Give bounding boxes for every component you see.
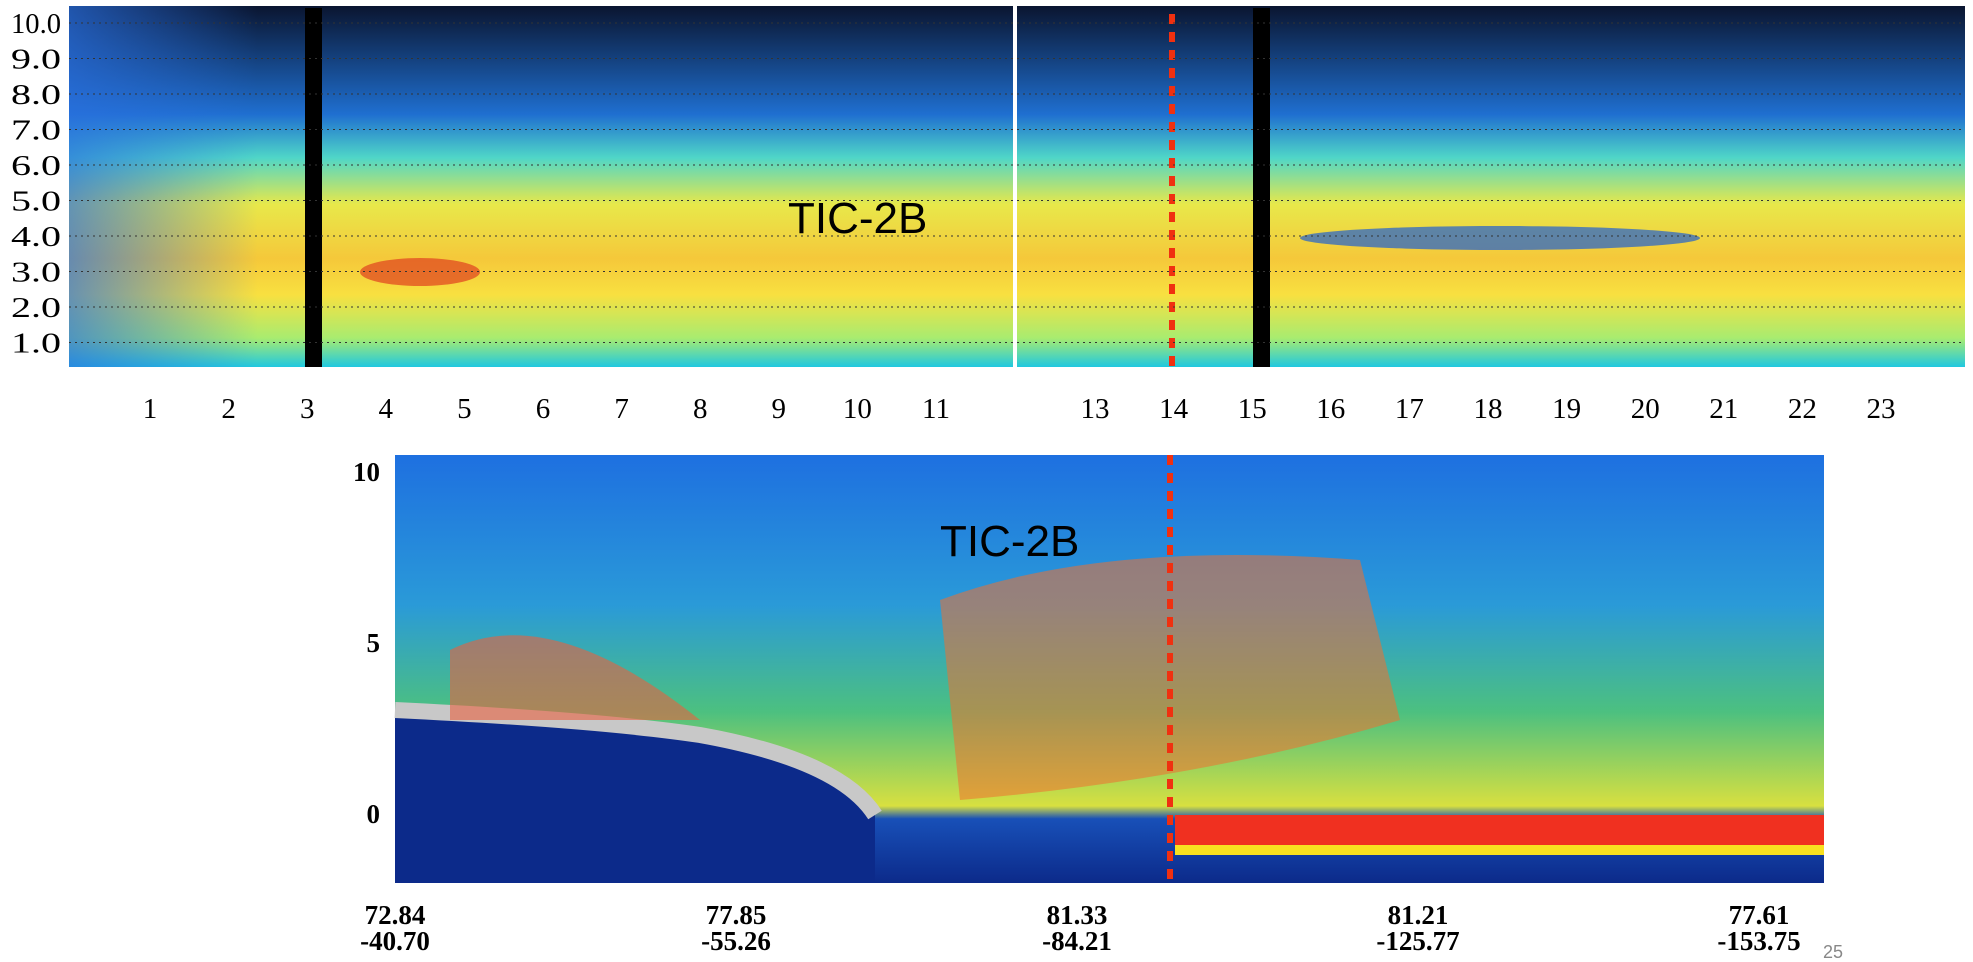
x-tick-label: 81.33 (1047, 900, 1108, 930)
x-tick-label: 21 (1709, 393, 1738, 425)
top-right-image (1017, 6, 1965, 367)
slide-number: 25 (1823, 942, 1843, 962)
x-tick-label: 22 (1788, 393, 1817, 425)
x-tick-label: 77.61 (1729, 900, 1790, 930)
x-tick-label: -153.75 (1717, 926, 1800, 956)
x-tick-label: 13 (1081, 393, 1110, 425)
x-tick-label: 5 (457, 393, 472, 425)
x-tick-label: 77.85 (706, 900, 767, 930)
x-tick-label: 15 (1238, 393, 1267, 425)
x-tick-label: 23 (1867, 393, 1896, 425)
y-tick-label: 4.0 (11, 221, 61, 253)
x-tick-label: 1 (143, 393, 158, 425)
x-tick-label: 9 (772, 393, 787, 425)
x-tick-label: 4 (379, 393, 394, 425)
x-tick-label: 6 (536, 393, 551, 425)
x-tick-label: 19 (1552, 393, 1581, 425)
x-tick-label: 17 (1395, 393, 1424, 425)
x-tick-label: 14 (1159, 393, 1189, 425)
y-tick-label: 3.0 (11, 257, 61, 289)
x-tick-label: -55.26 (701, 926, 771, 956)
y-tick-label: 7.0 (11, 115, 61, 147)
y-tick-label: 9.0 (11, 44, 61, 76)
x-tick-label: 81.21 (1388, 900, 1449, 930)
y-tick-label: 10 (353, 457, 380, 487)
x-tick-label: 7 (614, 393, 629, 425)
x-tick-label: 11 (922, 393, 950, 425)
y-tick-label: 0 (367, 799, 381, 829)
y-tick-label: 1.0 (11, 328, 61, 360)
x-tick-label: 8 (693, 393, 708, 425)
y-tick-label: 6.0 (11, 150, 61, 182)
annotation: TIC-2B (788, 194, 927, 243)
y-tick-label: 5.0 (11, 186, 61, 218)
y-tick-label: 8.0 (11, 79, 61, 111)
x-tick-label: -84.21 (1042, 926, 1112, 956)
top-left-image (69, 6, 1013, 367)
x-tick-label: 72.84 (365, 900, 426, 930)
x-tick-label: 10 (843, 393, 872, 425)
annotation: TIC-2B (940, 517, 1079, 566)
x-tick-label: 18 (1474, 393, 1503, 425)
x-tick-label: -40.70 (360, 926, 430, 956)
x-tick-label: 20 (1631, 393, 1660, 425)
x-tick-label: 16 (1316, 393, 1345, 425)
x-tick-label: 3 (300, 393, 315, 425)
y-tick-label: 2.0 (11, 292, 61, 324)
bottom-image (394, 455, 1824, 883)
x-tick-label: -125.77 (1376, 926, 1459, 956)
y-tick-label: 5 (367, 628, 381, 658)
x-tick-label: 2 (221, 393, 236, 425)
y-tick-label: 10.0 (11, 8, 61, 40)
